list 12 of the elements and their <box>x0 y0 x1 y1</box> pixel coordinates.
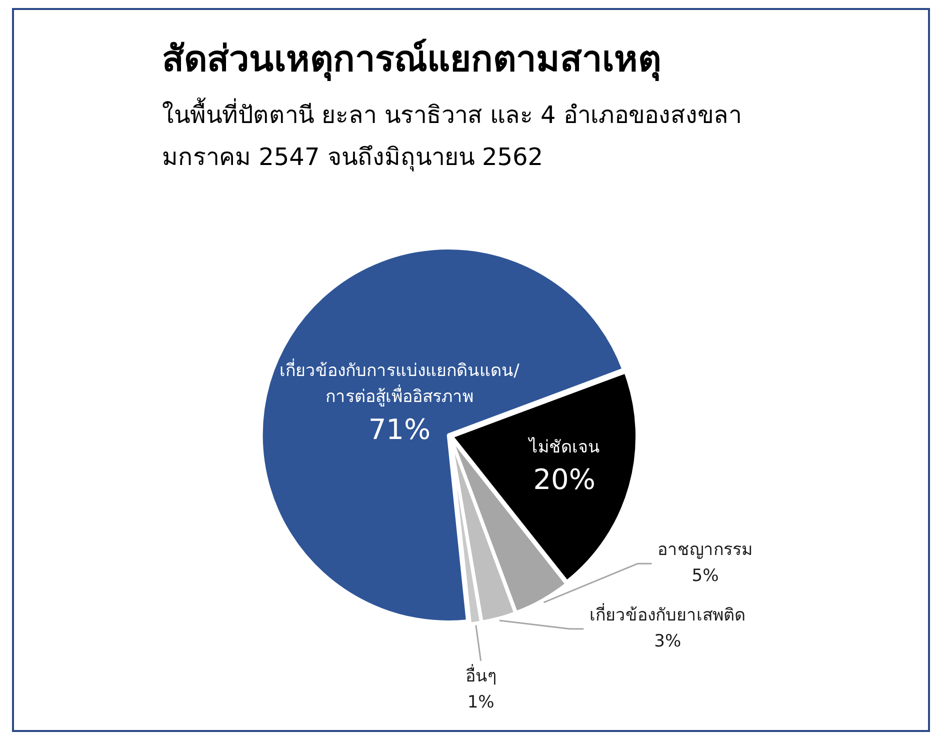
chart-subtitle: ในพื้นที่ปัตตานี ยะลา นราธิวาส และ 4 อำเภอของสงขลา มกราคม 2547 จนถึงมิถุนายน 2562 <box>162 96 742 174</box>
slice-label: เกี่ยวข้องกับการแบ่งแยกดินแดน/การต่อสู้เพื่ออิสรภาพ <box>280 358 520 408</box>
data-label: 3% <box>654 631 682 652</box>
slice-label: ไม่ชัดเจน <box>526 436 600 458</box>
slice-label: เกี่ยวข้องกับยาเสพติด <box>590 602 746 626</box>
chart-title: สัดส่วนเหตุการณ์แยกตามสาเหตุ <box>162 38 661 83</box>
data-label: 20% <box>533 463 596 496</box>
data-label: 1% <box>467 692 494 712</box>
data-label: 71% <box>368 412 431 446</box>
slice-label: อาชญากรรม <box>658 540 753 560</box>
slice-label: อื่นๆ <box>465 663 496 686</box>
data-label: 5% <box>692 566 719 586</box>
